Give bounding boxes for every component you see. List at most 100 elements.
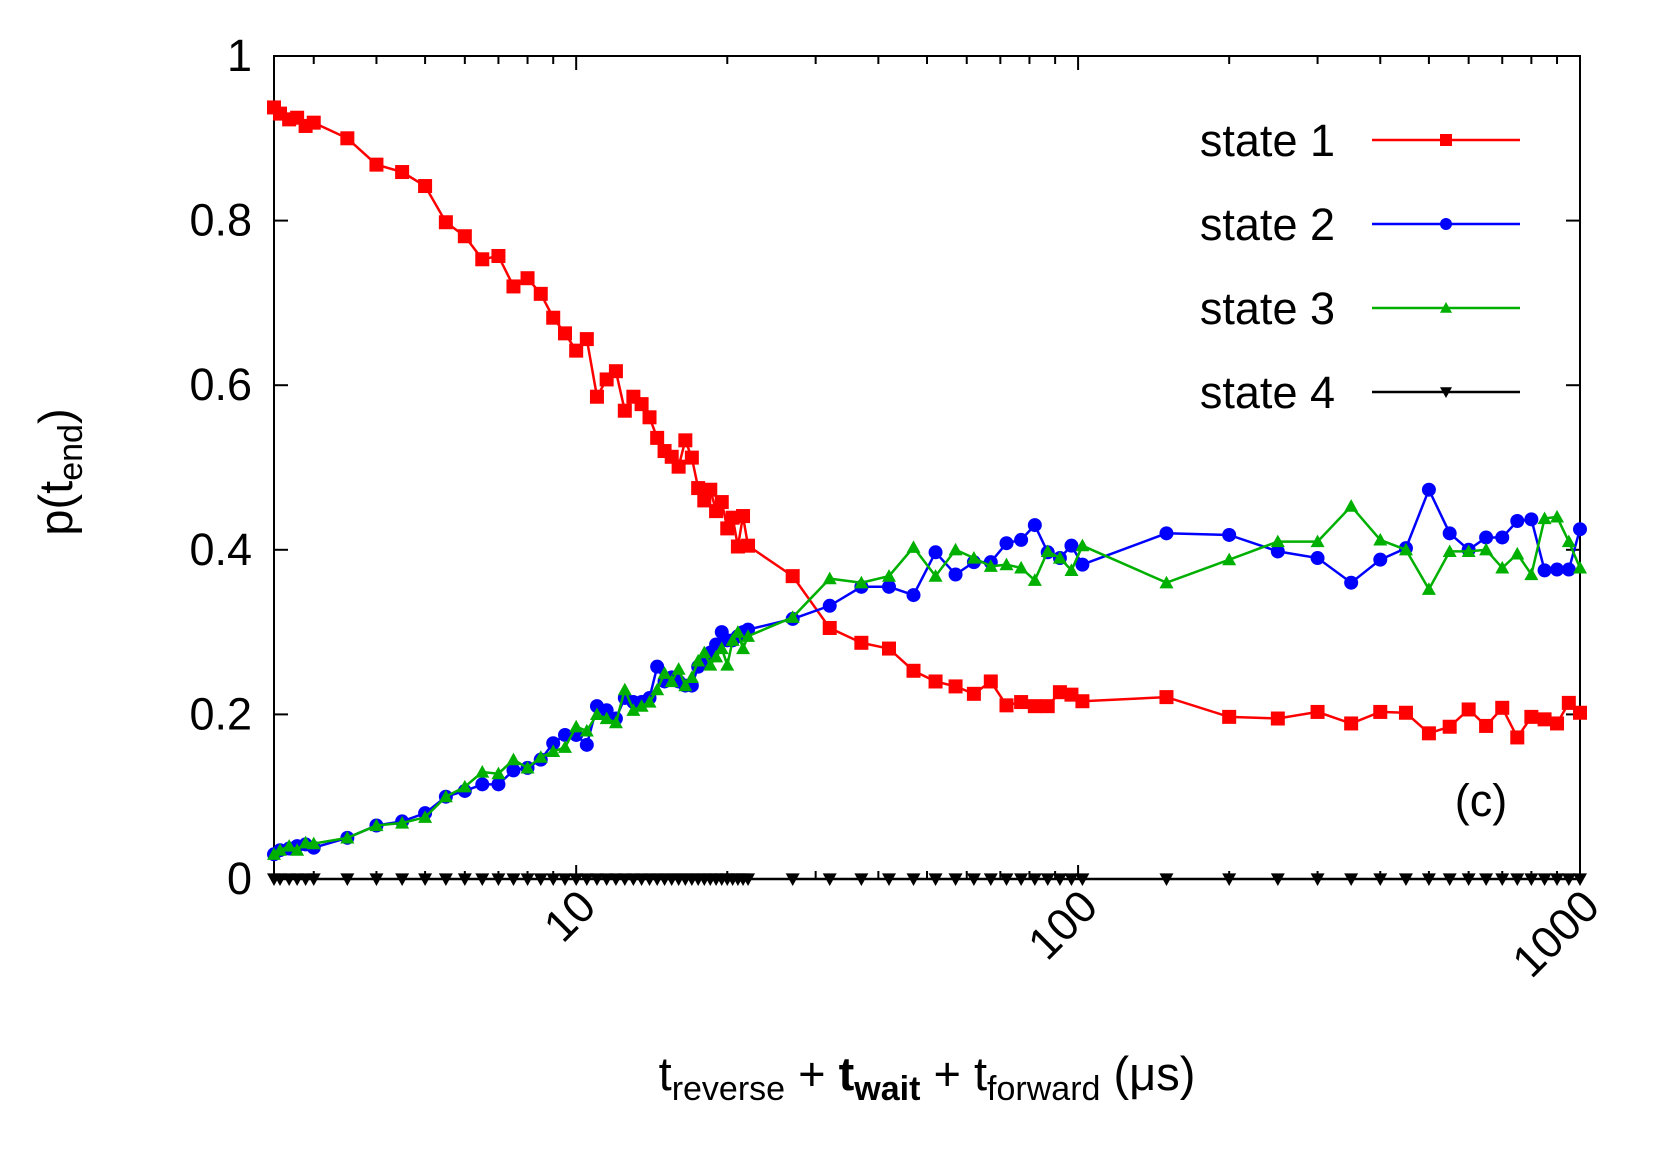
marker: [906, 873, 921, 886]
marker: [741, 873, 756, 886]
marker: [608, 715, 623, 729]
marker: [579, 737, 594, 752]
marker: [1461, 544, 1476, 558]
marker: [948, 679, 963, 694]
x-axis-label-part: +: [785, 1047, 839, 1100]
marker: [928, 569, 943, 582]
marker: [457, 229, 472, 244]
marker: [1373, 552, 1388, 567]
marker: [1159, 873, 1174, 886]
marker: [1014, 695, 1029, 710]
marker: [691, 653, 706, 667]
marker: [697, 493, 712, 508]
marker: [1510, 873, 1525, 886]
marker: [1027, 699, 1042, 714]
marker: [999, 698, 1014, 713]
legend-label: state 3: [1200, 283, 1335, 334]
marker: [906, 588, 921, 603]
marker: [557, 873, 572, 886]
x-tick-label: 10: [534, 880, 605, 951]
marker: [306, 836, 321, 850]
marker: [491, 766, 506, 780]
marker: [1479, 873, 1494, 886]
marker: [520, 873, 535, 886]
marker: [1222, 527, 1237, 542]
marker: [948, 567, 963, 582]
marker: [506, 279, 521, 294]
marker: [438, 789, 453, 803]
marker: [1561, 695, 1576, 710]
marker: [983, 559, 998, 572]
marker: [506, 873, 521, 886]
marker: [1550, 509, 1565, 523]
marker: [684, 670, 699, 683]
y-axis-label-part: p(t: [29, 481, 82, 536]
marker: [1222, 552, 1237, 566]
marker: [1373, 704, 1388, 719]
marker: [491, 248, 506, 263]
marker: [395, 873, 410, 886]
marker: [928, 545, 943, 560]
x-axis-label-part: t: [659, 1047, 672, 1100]
marker: [617, 682, 632, 696]
marker: [546, 736, 561, 751]
marker: [1510, 730, 1525, 745]
marker: [340, 131, 355, 146]
x-axis-label-part: + t: [920, 1047, 987, 1100]
marker: [1573, 705, 1587, 720]
marker: [475, 777, 490, 792]
marker: [1495, 873, 1510, 886]
marker: [273, 843, 288, 856]
marker: [1344, 575, 1359, 590]
marker: [1310, 704, 1325, 719]
marker: [1510, 513, 1525, 528]
marker: [599, 711, 614, 725]
marker: [906, 663, 921, 678]
marker: [506, 763, 521, 778]
marker: [1561, 534, 1576, 548]
marker: [475, 873, 490, 886]
marker: [1310, 873, 1325, 886]
marker: [1510, 546, 1525, 560]
marker: [1075, 873, 1090, 886]
y-tick-label: 0: [227, 853, 252, 904]
marker: [1040, 699, 1055, 714]
marker: [736, 641, 751, 655]
marker: [671, 662, 686, 675]
y-tick-label: 0.4: [189, 524, 252, 575]
marker: [1495, 560, 1510, 574]
marker: [999, 557, 1014, 571]
marker: [589, 389, 604, 404]
marker: [418, 873, 433, 886]
marker: [1270, 534, 1285, 548]
marker: [650, 682, 665, 696]
legend-label: state 4: [1200, 367, 1335, 418]
marker: [966, 686, 981, 701]
marker: [854, 575, 869, 589]
marker: [1479, 542, 1494, 556]
marker: [1479, 530, 1494, 545]
marker: [703, 658, 718, 671]
marker: [438, 215, 453, 230]
marker: [966, 873, 981, 886]
marker: [1537, 873, 1552, 886]
x-axis-label-part: (μs): [1100, 1047, 1195, 1100]
marker: [983, 674, 998, 689]
marker: [306, 115, 321, 130]
x-axis-label-part: wait: [853, 1070, 920, 1108]
marker: [1344, 873, 1359, 886]
marker: [1052, 685, 1067, 700]
marker: [1075, 538, 1090, 552]
marker: [684, 450, 699, 465]
marker: [1573, 522, 1587, 537]
marker: [1573, 873, 1587, 886]
marker: [1537, 712, 1552, 727]
x-axis-label-part: t: [839, 1047, 855, 1100]
marker: [1421, 482, 1436, 497]
y-tick-label: 0.6: [189, 359, 252, 410]
legend-marker: [1440, 302, 1452, 313]
marker: [1442, 719, 1457, 734]
marker: [1561, 873, 1576, 886]
marker: [1159, 690, 1174, 705]
